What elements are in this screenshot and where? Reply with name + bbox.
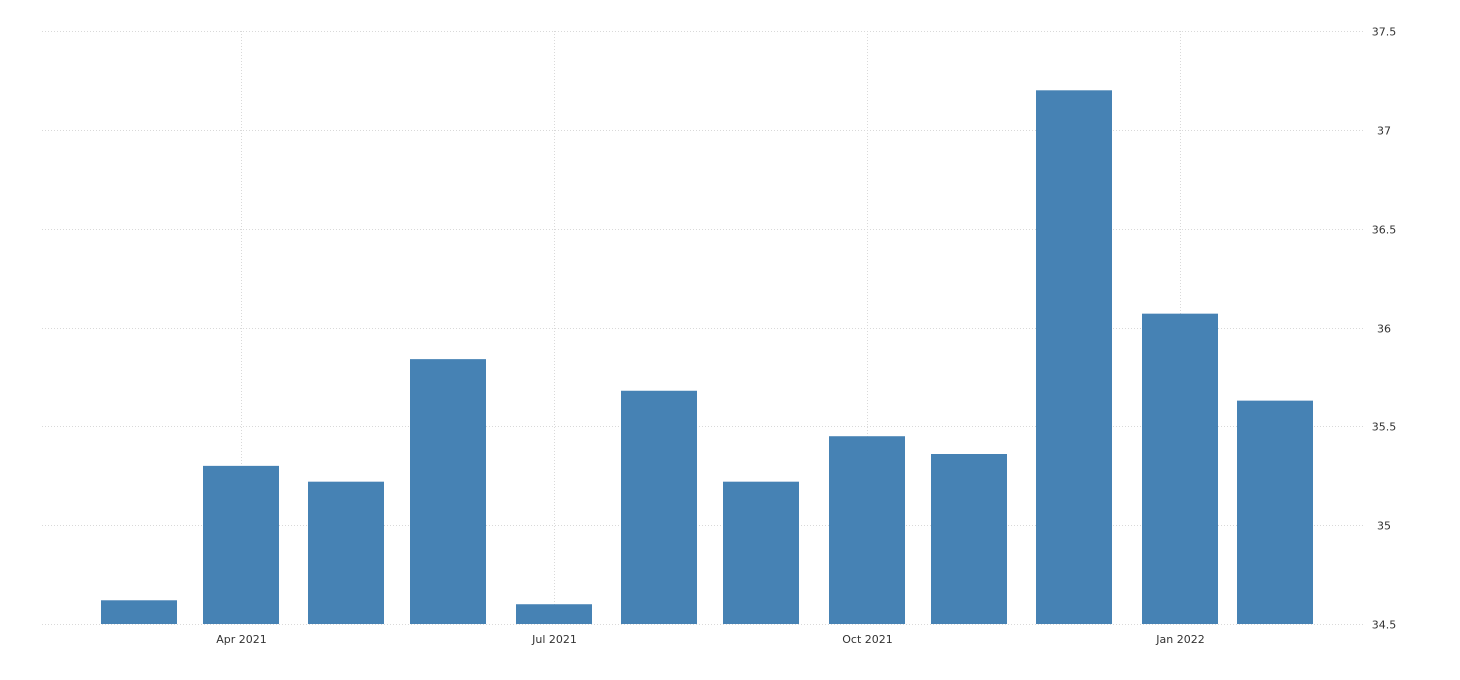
bar xyxy=(101,600,177,624)
bar xyxy=(516,604,592,624)
x-tick-label: Apr 2021 xyxy=(216,633,267,646)
bar xyxy=(203,465,279,624)
x-axis: Apr 2021 Jul 2021 Oct 2021 Jan 2022 xyxy=(216,633,1204,646)
bar xyxy=(1036,90,1112,625)
bar xyxy=(410,359,486,624)
bar xyxy=(1142,313,1218,624)
bar xyxy=(1237,400,1313,624)
x-tick-label: Jul 2021 xyxy=(531,633,577,646)
bar xyxy=(829,436,905,624)
y-tick-label: 35.5 xyxy=(1372,421,1397,434)
x-tick-label: Oct 2021 xyxy=(842,633,893,646)
y-tick-label: 37 xyxy=(1377,125,1391,138)
bar xyxy=(308,481,384,624)
y-tick-label: 34.5 xyxy=(1372,619,1397,632)
y-tick-label: 36.5 xyxy=(1372,224,1397,237)
bars xyxy=(101,90,1313,625)
y-tick-label: 35 xyxy=(1377,520,1391,533)
x-tick-label: Jan 2022 xyxy=(1155,633,1204,646)
bar xyxy=(723,481,799,624)
y-axis: 34.5 35 35.5 36 36.5 37 37.5 xyxy=(1372,26,1397,632)
bar xyxy=(931,454,1007,624)
bar xyxy=(621,390,697,624)
y-tick-label: 37.5 xyxy=(1372,26,1397,39)
y-tick-label: 36 xyxy=(1377,323,1391,336)
